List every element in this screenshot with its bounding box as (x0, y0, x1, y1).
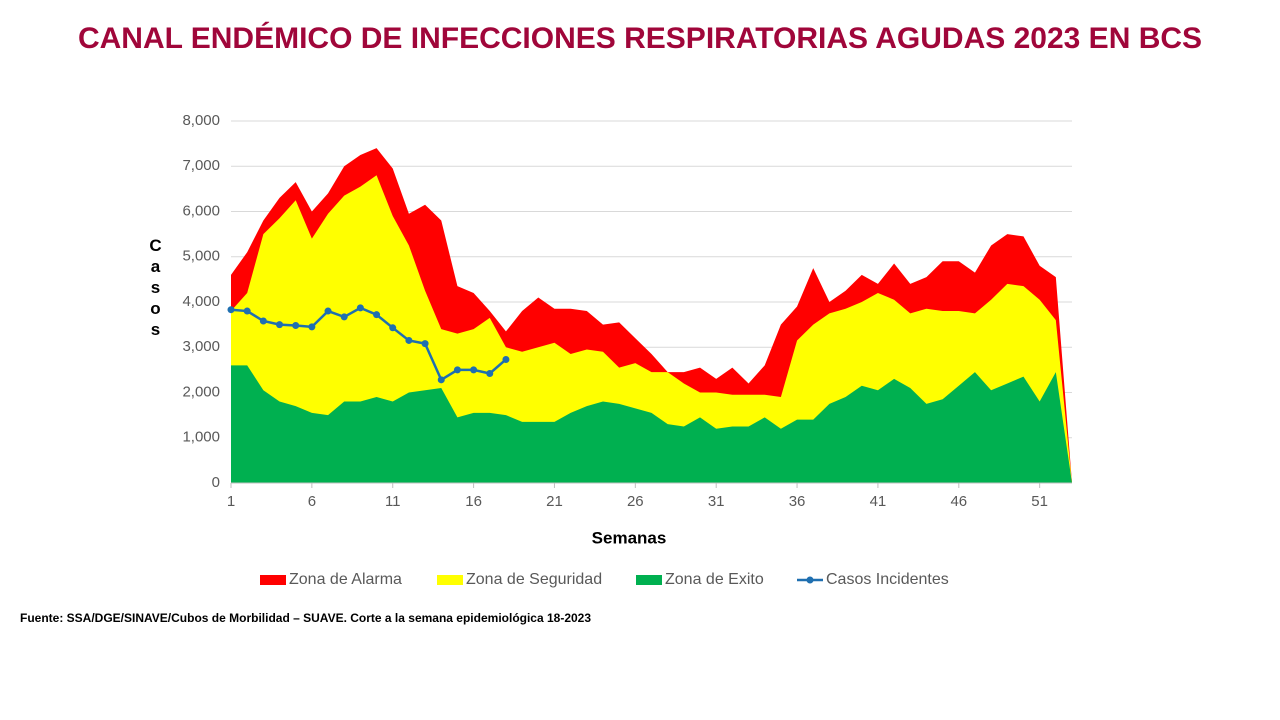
line-marker (227, 306, 235, 314)
line-marker (373, 311, 381, 319)
line-marker (486, 369, 494, 377)
line-marker (437, 376, 445, 384)
y-tick-label: 5,000 (182, 248, 220, 265)
x-tick-label: 11 (385, 493, 401, 510)
legend-label: Zona de Exito (665, 571, 764, 588)
x-tick-label: 6 (308, 493, 316, 510)
area (231, 365, 1072, 483)
x-tick-label: 41 (870, 493, 887, 510)
x-tick-label: 26 (627, 493, 644, 510)
x-tick-label: 16 (465, 493, 482, 510)
line-marker (292, 322, 300, 330)
y-tick-label: 3,000 (182, 338, 220, 355)
x-tick-label: 31 (708, 493, 725, 510)
legend-swatch (806, 576, 814, 584)
y-tick-label: 1,000 (182, 429, 220, 446)
line-marker (405, 336, 413, 344)
legend-swatch (437, 575, 463, 585)
source-note: Fuente: SSA/DGE/SINAVE/Cubos de Morbilid… (20, 611, 591, 625)
legend-swatch (260, 575, 286, 585)
line-marker (340, 313, 348, 321)
y-tick-label: 8,000 (182, 112, 220, 129)
legend-swatch (636, 575, 662, 585)
y-tick-label: 7,000 (182, 157, 220, 174)
line-marker (356, 304, 364, 312)
line-marker (453, 366, 461, 374)
y-tick-label: 6,000 (182, 202, 220, 219)
x-axis-label: Semanas (592, 528, 667, 547)
line-marker (324, 307, 332, 315)
legend-label: Zona de Seguridad (466, 571, 602, 588)
line-marker (502, 355, 510, 363)
line-marker (470, 366, 478, 374)
line-marker (421, 340, 429, 348)
line-marker (276, 321, 284, 329)
line-marker (308, 323, 316, 331)
x-tick-label: 1 (227, 493, 235, 510)
x-tick-label: 46 (950, 493, 967, 510)
legend-label: Casos Incidentes (826, 571, 949, 588)
line-marker (389, 324, 397, 332)
chart-title: CANAL ENDÉMICO DE INFECCIONES RESPIRATOR… (78, 21, 1202, 55)
y-tick-label: 2,000 (182, 383, 220, 400)
x-tick-label: 51 (1031, 493, 1048, 510)
x-tick-label: 36 (789, 493, 806, 510)
line-marker (259, 317, 267, 325)
legend-label: Zona de Alarma (289, 571, 402, 588)
y-tick-label: 0 (212, 474, 220, 491)
y-axis-label: Casos (146, 236, 165, 341)
y-tick-label: 4,000 (182, 293, 220, 310)
x-tick-label: 21 (546, 493, 563, 510)
line-marker (243, 307, 251, 315)
